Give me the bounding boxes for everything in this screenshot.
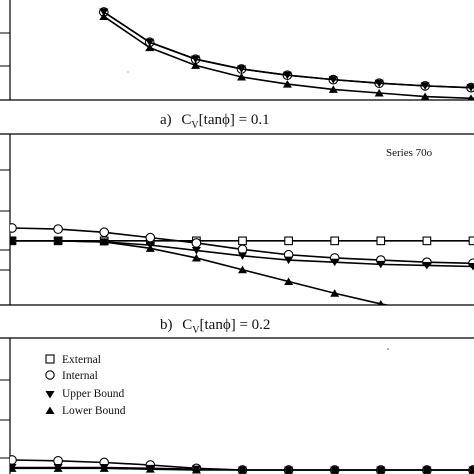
speck: [127, 71, 128, 72]
legend-label-upper-bound: Upper Bound: [62, 388, 125, 400]
panel-b-caption-rest: [tanϕ] = 0.2: [200, 317, 271, 333]
marker-lower-bound-10: [469, 316, 474, 324]
marker-internal-0: [8, 456, 17, 465]
panel-a-plot: [99, 8, 474, 102]
legend-marker-internal: [46, 371, 54, 379]
marker-external-9: [423, 237, 431, 245]
marker-external-10: [469, 237, 474, 245]
speck: [387, 348, 389, 350]
legend: External Internal Upper Bound Lower Boun…: [46, 354, 126, 417]
marker-external-5: [239, 237, 247, 245]
panel-b-caption-var: C: [182, 317, 192, 333]
panel-a-caption-var: C: [181, 112, 191, 128]
panel-a-caption-rest: [tanϕ] = 0.1: [199, 112, 270, 128]
panel-a-caption-prefix: a): [160, 112, 172, 128]
legend-marker-lower-bound: [46, 407, 55, 415]
marker-internal-1: [54, 457, 63, 466]
panel-b-plot: [8, 224, 474, 324]
legend-marker-upper-bound: [46, 391, 55, 399]
marker-internal-0: [8, 224, 17, 233]
marker-lower-bound-9: [422, 309, 431, 317]
legend-label-lower-bound: Lower Bound: [62, 405, 126, 417]
panel-b-caption: b) CV[tanϕ] = 0.2: [160, 317, 270, 336]
panel-b-caption-prefix: b): [160, 317, 173, 333]
panel-a-caption: a) CV[tanϕ] = 0.1: [160, 112, 270, 131]
panel-c-plot: [8, 456, 474, 474]
marker-internal-1: [54, 225, 63, 234]
legend-label-external: External: [62, 354, 101, 366]
marker-internal-4: [192, 239, 201, 248]
marker-internal-2: [100, 228, 109, 237]
marker-external-6: [285, 237, 293, 245]
marker-internal-3: [146, 233, 155, 242]
legend-marker-external: [46, 355, 54, 363]
marker-external-7: [331, 237, 339, 245]
marker-external-8: [377, 237, 385, 245]
series-tag: Series 70o: [386, 147, 433, 159]
y-ticks: [0, 33, 10, 458]
legend-label-internal: Internal: [62, 370, 98, 382]
